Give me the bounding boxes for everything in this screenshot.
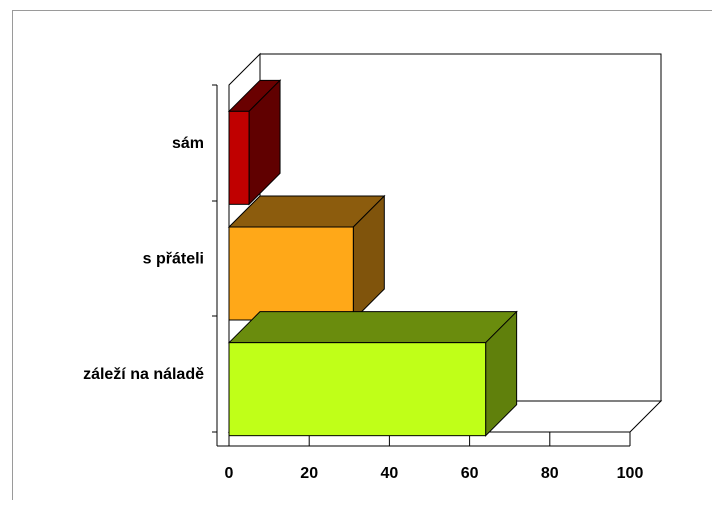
bars <box>227 79 518 437</box>
bar-top-face <box>227 311 518 344</box>
chart-frame <box>12 10 712 500</box>
bar-front-face <box>228 226 354 321</box>
bar-front-face <box>228 342 487 437</box>
x-tick-label: 60 <box>461 465 479 482</box>
x-tick-label: 80 <box>541 465 559 482</box>
x-tick-labels: 0 20 40 60 80 100 <box>225 465 644 482</box>
x-tick-label: 100 <box>617 465 644 482</box>
category-labels: sám s přáteli záleží na náladě <box>83 135 204 383</box>
x-tick-label: 40 <box>381 465 399 482</box>
bar-1 <box>227 194 386 322</box>
bar-0 <box>227 79 282 206</box>
x-tick-label: 20 <box>300 465 318 482</box>
category-label: záleží na náladě <box>83 366 204 383</box>
bar-2 <box>227 310 518 437</box>
category-label: sám <box>172 135 204 152</box>
bar-front-face <box>228 110 250 205</box>
x-tick-label: 0 <box>225 465 234 482</box>
category-label: s přáteli <box>143 251 204 268</box>
